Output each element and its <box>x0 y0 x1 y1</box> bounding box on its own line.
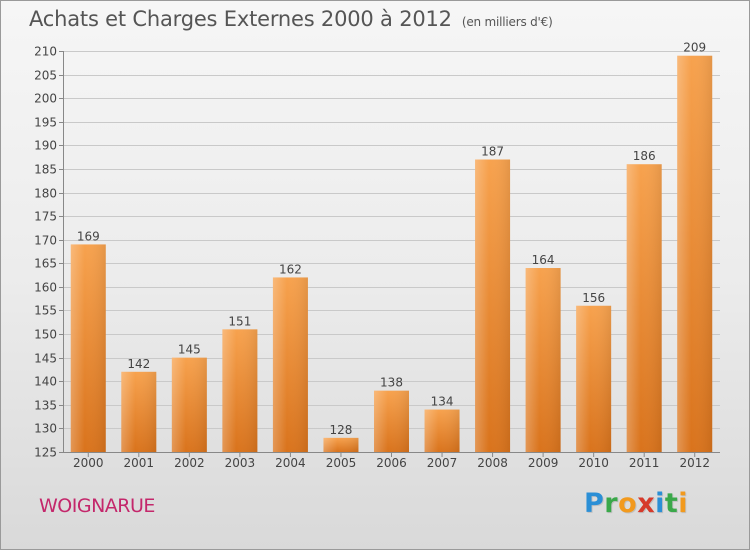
x-axis: 2000 2001 2002 2003 2004 2005 2006 2007 2008 2009… <box>63 452 720 470</box>
proxiti-logo[interactable]: Proxiti <box>584 488 688 519</box>
bar-value-label: 128 <box>330 423 353 437</box>
bar-shading <box>576 305 612 452</box>
y-axis: 125 130 135 140 145 150 155 160 165 170 175 180 185 1… <box>34 45 64 460</box>
x-tick-label: 2001 <box>124 456 155 470</box>
bar-value-label: 156 <box>582 291 605 305</box>
y-tick-label: 205 <box>34 69 57 83</box>
chart-unit: (en milliers d'€) <box>461 15 553 29</box>
bar-shading <box>272 277 308 452</box>
x-tick-label: 2004 <box>275 456 306 470</box>
chart-title: Achats et Charges Externes 2000 à 2012 (e… <box>29 7 553 31</box>
logo-letter: r <box>604 488 619 519</box>
bar-value-label: 151 <box>228 314 251 328</box>
x-tick-label: 2011 <box>629 456 660 470</box>
bar-shading <box>121 371 157 452</box>
y-tick-label: 135 <box>34 399 57 413</box>
y-tick-label: 190 <box>34 139 57 153</box>
bar-value-label: 164 <box>532 253 555 267</box>
x-tick-label: 2012 <box>679 456 710 470</box>
bar-shading <box>626 164 662 453</box>
y-tick-label: 210 <box>34 45 57 59</box>
x-tick-label: 2005 <box>326 456 357 470</box>
y-tick-label: 150 <box>34 328 57 342</box>
x-tick-label: 2007 <box>427 456 458 470</box>
bar-shading <box>70 244 106 452</box>
y-tick-label: 200 <box>34 92 57 106</box>
y-tick-label: 170 <box>34 234 57 248</box>
chart-title-text: Achats et Charges Externes 2000 à 2012 <box>29 7 452 31</box>
bars: 169 142 145 151 162 128 138 134 187 164 156 186 209 <box>70 41 713 453</box>
x-tick-label: 2000 <box>73 456 104 470</box>
y-tick-label: 180 <box>34 187 57 201</box>
bar-value-label: 169 <box>77 229 100 243</box>
y-tick-label: 125 <box>34 446 57 460</box>
bar-value-label: 162 <box>279 262 302 276</box>
y-tick-label: 140 <box>34 375 57 389</box>
y-tick-label: 195 <box>34 116 57 130</box>
bar-value-label: 186 <box>633 149 656 163</box>
bar-shading <box>525 268 561 452</box>
bar-value-label: 138 <box>380 376 403 390</box>
logo-letter: i <box>678 488 689 519</box>
bar-shading <box>677 55 713 452</box>
bar-value-label: 134 <box>431 395 454 409</box>
bar-shading <box>424 409 460 452</box>
x-tick-label: 2006 <box>376 456 407 470</box>
y-tick-label: 130 <box>34 422 57 436</box>
x-tick-label: 2002 <box>174 456 205 470</box>
y-tick-label: 145 <box>34 352 57 366</box>
x-tick-label: 2009 <box>528 456 559 470</box>
bar-shading <box>171 357 207 452</box>
logo-letter: o <box>618 488 638 519</box>
x-tick-label: 2010 <box>578 456 609 470</box>
x-tick-label: 2008 <box>477 456 508 470</box>
bar-value-label: 142 <box>127 357 150 371</box>
bar-shading <box>374 390 409 452</box>
x-tick-label: 2003 <box>225 456 256 470</box>
y-tick-label: 165 <box>34 257 57 271</box>
y-tick-label: 175 <box>34 210 57 224</box>
bar-value-label: 187 <box>481 145 504 159</box>
bar-shading <box>323 437 359 452</box>
bar-value-label: 145 <box>178 343 201 357</box>
commune-name: WOIGNARUE <box>39 495 155 517</box>
logo-letter: P <box>584 488 605 519</box>
y-tick-label: 160 <box>34 281 57 295</box>
bar-shading <box>222 329 258 452</box>
bar-shading <box>475 159 511 452</box>
logo-letter: t <box>664 488 679 519</box>
bar-value-label: 209 <box>683 41 706 55</box>
logo-letter: i <box>655 488 665 519</box>
y-tick-label: 185 <box>34 163 57 177</box>
logo-letter: x <box>637 488 656 519</box>
y-tick-label: 155 <box>34 304 57 318</box>
